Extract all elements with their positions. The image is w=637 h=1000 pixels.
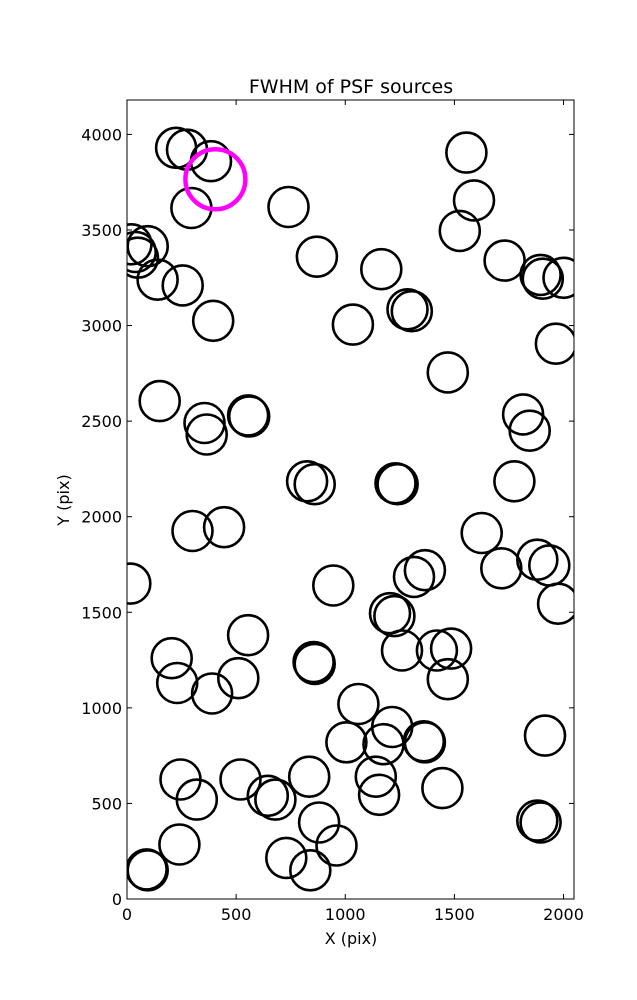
chart-title: FWHM of PSF sources <box>249 76 453 98</box>
source-circle <box>190 672 234 715</box>
x-axis-label: X (pix) <box>325 929 378 948</box>
source-circle <box>521 257 565 301</box>
y-tick-label: 500 <box>91 794 122 813</box>
source-circle <box>217 656 260 700</box>
source-circle <box>445 131 488 174</box>
y-tick-label: 2000 <box>81 508 122 527</box>
source-circle <box>158 823 201 866</box>
source-circle <box>460 511 504 555</box>
source-circle <box>415 629 459 672</box>
x-tick-label: 1000 <box>325 905 366 924</box>
source-circle <box>293 642 337 686</box>
source-circle <box>191 299 235 343</box>
source-circle <box>380 629 424 672</box>
source-circle <box>285 459 329 503</box>
source-circle <box>542 256 574 300</box>
source-circle <box>325 720 368 764</box>
source-circle <box>254 778 297 821</box>
source-circle <box>357 773 401 817</box>
source-circle <box>297 801 341 844</box>
source-circle <box>315 824 358 867</box>
source-circle <box>515 538 559 582</box>
source-circle <box>515 799 559 842</box>
y-tick-label: 2500 <box>81 412 122 431</box>
source-circle <box>403 548 447 592</box>
source-circle <box>127 230 157 274</box>
y-tick-label: 4000 <box>81 125 122 144</box>
source-circle <box>219 758 262 801</box>
source-circle <box>452 179 496 222</box>
y-tick-label: 1500 <box>81 603 122 622</box>
source-circle <box>155 661 199 705</box>
source-circle <box>138 379 181 423</box>
source-circle <box>226 613 270 657</box>
source-circle <box>246 774 290 818</box>
source-circle <box>171 509 214 553</box>
source-circle <box>373 594 416 638</box>
source-circle <box>127 849 169 892</box>
source-circle <box>150 636 193 680</box>
source-circle <box>161 264 204 307</box>
source-circle <box>293 462 337 506</box>
y-axis-label: Y (pix) <box>54 474 73 526</box>
source-circle <box>519 801 562 844</box>
plot-area <box>127 126 574 892</box>
y-tick-label: 3500 <box>81 221 122 240</box>
source-circle <box>421 766 464 810</box>
source-circle <box>438 209 482 253</box>
source-circle <box>493 459 536 503</box>
source-circle <box>483 239 526 282</box>
y-tick-label: 0 <box>112 890 122 909</box>
source-circle <box>331 303 375 346</box>
highlighted-source-circle <box>183 147 248 212</box>
x-tick-label: 0 <box>122 905 132 924</box>
source-circle <box>227 395 271 438</box>
source-circle <box>202 505 246 549</box>
source-circle <box>311 564 355 607</box>
source-circle <box>534 322 574 365</box>
source-circle <box>354 755 398 799</box>
source-circle <box>508 409 552 453</box>
source-circle <box>536 582 574 625</box>
source-circle <box>390 289 434 333</box>
source-circle <box>264 836 308 880</box>
source-circle <box>127 562 152 605</box>
axes-frame <box>126 99 575 900</box>
source-circle <box>429 627 473 670</box>
source-circle <box>185 413 228 456</box>
y-tick-label: 1000 <box>81 699 122 718</box>
x-tick-label: 500 <box>221 905 252 924</box>
x-tick-label: 1500 <box>434 905 475 924</box>
source-circle <box>359 247 403 291</box>
source-circle <box>376 462 419 506</box>
source-circle <box>136 258 179 302</box>
source-circle <box>386 287 429 331</box>
source-circle <box>479 546 523 590</box>
source-circle <box>426 657 470 701</box>
y-tick-label: 3000 <box>81 317 122 336</box>
source-circle <box>175 778 219 821</box>
source-circle <box>287 755 331 799</box>
source-circle <box>337 682 380 726</box>
source-circle <box>295 235 339 279</box>
source-circle <box>523 714 567 757</box>
source-circle <box>288 848 332 892</box>
x-tick-label: 2000 <box>543 905 584 924</box>
source-circle <box>403 720 447 764</box>
source-circle <box>392 555 436 599</box>
source-circle <box>127 224 169 268</box>
source-circle <box>519 253 562 297</box>
source-circle <box>426 351 470 394</box>
source-circle <box>267 185 310 229</box>
